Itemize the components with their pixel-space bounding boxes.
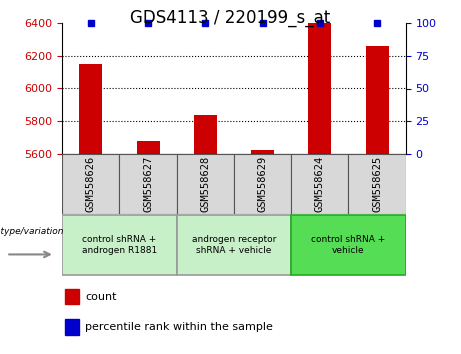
Text: GSM558625: GSM558625 (372, 156, 382, 212)
Text: GSM558624: GSM558624 (315, 156, 325, 212)
Text: androgen receptor
shRNA + vehicle: androgen receptor shRNA + vehicle (192, 235, 276, 255)
Bar (194, 115, 217, 154)
Bar (65, 319, 79, 335)
Bar (136, 141, 160, 154)
Text: control shRNA +
vehicle: control shRNA + vehicle (311, 235, 385, 255)
Text: GSM558626: GSM558626 (86, 156, 96, 212)
Bar (291, 154, 349, 214)
Bar (234, 154, 291, 214)
Bar (349, 154, 406, 214)
Text: GDS4113 / 220199_s_at: GDS4113 / 220199_s_at (130, 9, 331, 27)
Bar (177, 154, 234, 214)
Text: GSM558629: GSM558629 (258, 156, 267, 212)
Bar (65, 289, 79, 304)
Bar (177, 215, 291, 275)
Bar (308, 23, 331, 154)
Text: count: count (85, 292, 117, 302)
Bar (366, 46, 389, 154)
Bar (251, 150, 274, 154)
Text: control shRNA +
androgen R1881: control shRNA + androgen R1881 (82, 235, 157, 255)
Text: genotype/variation: genotype/variation (0, 227, 65, 236)
Bar (119, 154, 177, 214)
Bar (291, 215, 406, 275)
Text: GSM558628: GSM558628 (201, 156, 210, 212)
Bar (62, 154, 119, 214)
Bar (79, 64, 102, 154)
Text: percentile rank within the sample: percentile rank within the sample (85, 322, 273, 332)
Bar (62, 215, 177, 275)
Text: GSM558627: GSM558627 (143, 156, 153, 212)
